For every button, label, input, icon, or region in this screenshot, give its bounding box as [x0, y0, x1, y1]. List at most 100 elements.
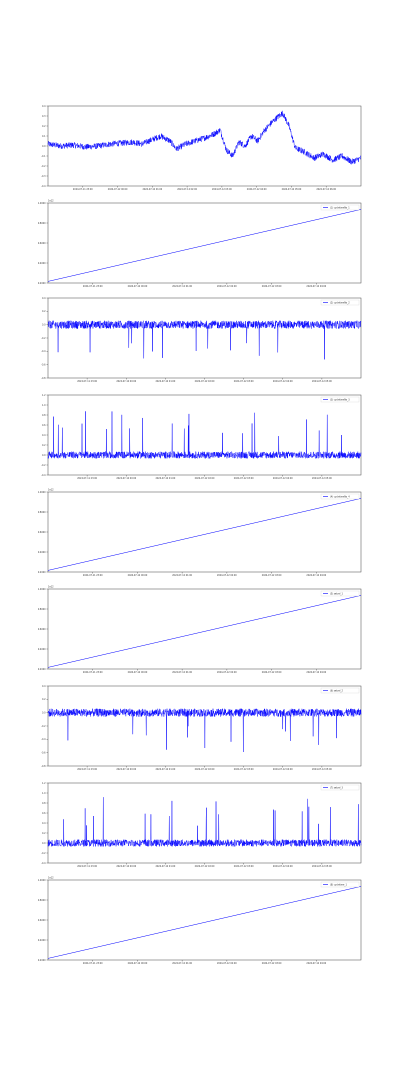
y-tick-label: -0.8	[41, 377, 46, 380]
y-tick-label: 0.2	[42, 125, 46, 128]
series-line	[47, 595, 362, 668]
x-tick-label: 2024-07-11 23:00	[77, 380, 97, 383]
y-tick-label: 0.3	[42, 115, 46, 118]
y-tick-label: 0.8000	[38, 899, 46, 902]
legend-label: (6) setval_2	[330, 689, 343, 692]
x-tick-label: 2024-07-12 01:00	[172, 574, 192, 577]
x-tick-label: 2024-07-12 01:00	[142, 188, 162, 191]
y-tick-label: -0.4	[41, 862, 46, 865]
x-tick-label: 2024-07-12 01:00	[172, 962, 192, 965]
x-tick-label: 2024-07-11 23:00	[77, 865, 97, 868]
x-tick-label: 2024-07-12 00:00	[116, 768, 136, 771]
series-line	[47, 707, 362, 753]
x-tick-label: 2024-07-12 04:00	[273, 768, 293, 771]
axis-offset-label: 1e12	[48, 200, 54, 203]
y-tick-label: 0.4	[42, 685, 46, 688]
y-tick-label: 1.0	[42, 792, 46, 795]
series-line	[47, 797, 362, 848]
y-tick-label: 0.2	[42, 444, 46, 447]
legend-box	[320, 299, 360, 306]
y-tick-label: 0.8000	[38, 222, 46, 225]
x-tick-label: 2024-07-12 04:00	[247, 188, 267, 191]
x-tick-label: 2024-07-12 04:00	[306, 962, 326, 965]
y-tick-label: 0.0	[42, 711, 46, 714]
plot-frame	[47, 491, 362, 573]
series-line	[47, 110, 362, 165]
y-tick-label: -0.2	[41, 725, 46, 728]
y-tick-label: -0.2	[41, 165, 46, 168]
legend: (3) cycletimeNs_3	[320, 396, 360, 403]
chart-panel-6: 1.0000 0.8000 0.6000 0.4000 0.2000 2024-07-11…	[38, 586, 362, 674]
legend-box	[320, 493, 360, 500]
y-tick-label: -0.8	[41, 765, 46, 768]
plot-frame	[47, 394, 362, 476]
y-tick-label: 0.8	[42, 802, 46, 805]
y-tick-label: 0.6	[42, 812, 46, 815]
x-tick-label: 2024-07-12 05:00	[312, 380, 332, 383]
x-tick-label: 2024-07-12 04:00	[273, 477, 293, 480]
y-tick-label: -0.4	[41, 185, 46, 188]
x-tick-label: 2024-07-12 00:00	[128, 962, 148, 965]
x-tick-label: 2024-07-12 01:00	[156, 380, 176, 383]
x-tick-label: 2024-07-12 05:00	[312, 865, 332, 868]
chart-panel-4: 1.2 1.0 0.8 0.6 0.4 0.2 0.0 -0.2 -0.4 2024-07-11 …	[41, 394, 362, 480]
x-tick-label: 2024-07-12 03:00	[262, 962, 282, 965]
y-tick-label: 0.8	[42, 414, 46, 417]
legend: (1) cycletimeNs_1	[320, 204, 360, 211]
y-tick-label: 0.4	[42, 434, 46, 437]
chart-panel-5: 1.0000 0.8000 0.6000 0.4000 0.2000 2024-07-11…	[38, 489, 362, 577]
x-tick-label: 2024-07-12 04:00	[273, 865, 293, 868]
x-tick-label: 2024-07-11 23:00	[83, 285, 103, 288]
x-tick-label: 2024-07-11 23:00	[83, 962, 103, 965]
axis-offset-label: 1e12	[48, 877, 54, 880]
y-tick-label: -0.6	[41, 363, 46, 366]
y-tick-label: 1.2	[42, 782, 46, 785]
legend-label: (3) cycletimeNs_3	[330, 398, 350, 401]
y-tick-label: -0.4	[41, 350, 46, 353]
y-tick-label: 0.2000	[38, 959, 46, 962]
y-tick-label: 0.2	[42, 310, 46, 313]
plot-frame	[47, 588, 362, 670]
x-tick-label: 2024-07-12 03:00	[234, 865, 254, 868]
series-line	[47, 209, 362, 282]
y-tick-label: 1.0000	[38, 491, 46, 494]
y-tick-label: -0.1	[41, 155, 46, 158]
series-line	[47, 411, 362, 460]
x-tick-label: 2024-07-12 03:00	[234, 768, 254, 771]
y-tick-label: 0.6000	[38, 628, 46, 631]
y-tick-label: 1.0000	[38, 588, 46, 591]
x-tick-label: 2024-07-12 01:00	[156, 768, 176, 771]
x-tick-label: 2024-07-11 23:00	[83, 574, 103, 577]
x-tick-label: 2024-07-12 02:00	[195, 477, 215, 480]
y-tick-label: 0.0	[42, 842, 46, 845]
x-tick-label: 2024-07-12 01:00	[156, 865, 176, 868]
x-tick-label: 2024-07-12 02:00	[177, 188, 197, 191]
x-tick-label: 2024-07-12 05:00	[312, 768, 332, 771]
y-tick-label: 0.6000	[38, 242, 46, 245]
x-tick-label: 2024-07-12 00:00	[128, 574, 148, 577]
legend: (4) cycletimeNs_4	[320, 493, 360, 500]
y-tick-label: -0.2	[41, 852, 46, 855]
y-tick-label: 0.4000	[38, 939, 46, 942]
x-tick-label: 2024-07-12 02:00	[217, 671, 237, 674]
x-tick-label: 2024-07-12 03:00	[234, 477, 254, 480]
y-tick-label: 0.2000	[38, 282, 46, 285]
legend: (2) cycletimeNs_2	[320, 299, 360, 306]
x-tick-label: 2024-07-12 00:00	[116, 380, 136, 383]
x-tick-label: 2024-07-12 02:00	[217, 574, 237, 577]
x-tick-label: 2024-07-12 00:00	[116, 865, 136, 868]
x-tick-label: 2024-07-12 03:00	[234, 380, 254, 383]
y-tick-label: 0.4000	[38, 262, 46, 265]
plot-frame	[47, 202, 362, 284]
axis-offset-label: 1e12	[48, 489, 54, 492]
x-tick-label: 2024-07-12 00:00	[116, 477, 136, 480]
y-tick-label: 0.4	[42, 822, 46, 825]
y-tick-label: 0.2000	[38, 571, 46, 574]
chart-panel-9: 1.0000 0.8000 0.6000 0.4000 0.2000 2024-07-11…	[38, 877, 362, 965]
y-tick-label: 1.2	[42, 394, 46, 397]
series-line	[47, 498, 362, 571]
y-tick-label: 0.2	[42, 832, 46, 835]
x-tick-label: 2024-07-12 02:00	[195, 768, 215, 771]
x-tick-label: 2024-07-12 01:00	[172, 671, 192, 674]
